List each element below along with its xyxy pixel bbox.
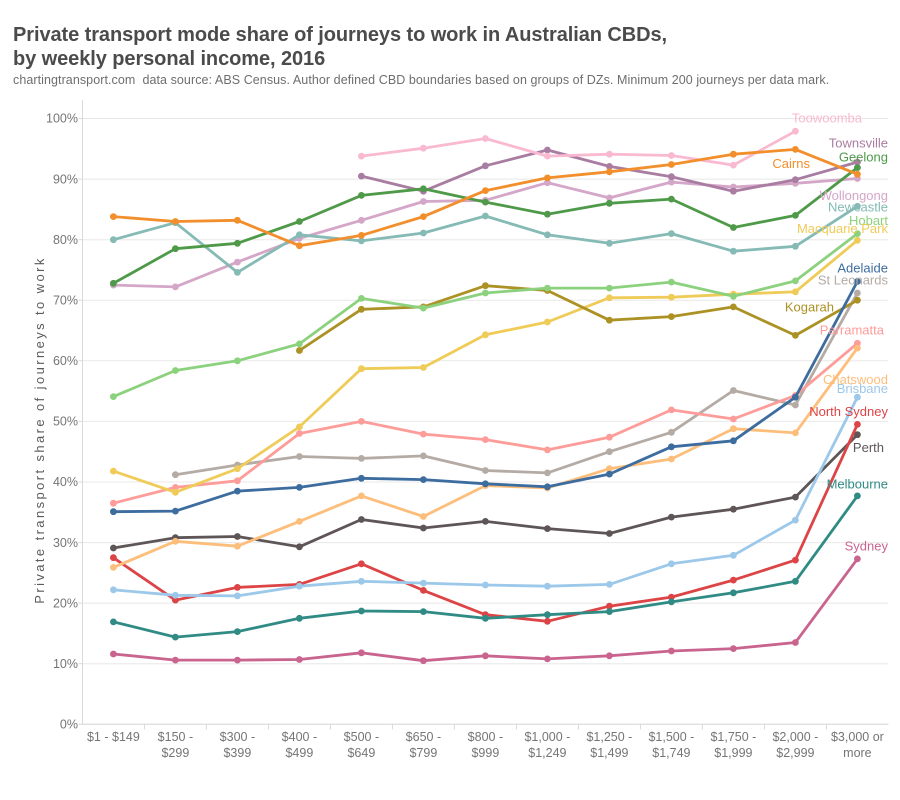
svg-text:90%: 90% [53,172,78,186]
svg-text:Geelong: Geelong [839,149,888,164]
svg-text:$150 -: $150 - [158,730,193,744]
svg-text:$2,999: $2,999 [776,746,814,760]
svg-text:Macquarie Park: Macquarie Park [797,221,889,236]
svg-text:Brisbane: Brisbane [837,381,888,396]
svg-text:Kogarah: Kogarah [785,299,834,314]
svg-text:$3,000 or: $3,000 or [831,730,884,744]
svg-text:$999: $999 [471,746,499,760]
svg-text:more: more [843,746,872,760]
svg-text:10%: 10% [53,657,78,671]
svg-text:Wollongong: Wollongong [820,188,888,203]
svg-text:$649: $649 [347,746,375,760]
svg-text:0%: 0% [60,718,78,732]
svg-text:$300 -: $300 - [220,730,255,744]
svg-text:Parramatta: Parramatta [820,323,885,338]
svg-text:$1,750 -: $1,750 - [710,730,756,744]
svg-text:Hobart: Hobart [849,213,888,228]
svg-text:50%: 50% [53,415,78,429]
svg-text:$800 -: $800 - [468,730,503,744]
svg-text:30%: 30% [53,536,78,550]
svg-text:Cairns: Cairns [772,156,810,171]
svg-text:North Sydney: North Sydney [809,404,888,419]
svg-text:$1,749: $1,749 [652,746,690,760]
svg-text:$399: $399 [223,746,251,760]
svg-text:$400 -: $400 - [282,730,317,744]
svg-text:Sydney: Sydney [845,538,889,553]
svg-text:$299: $299 [161,746,189,760]
svg-text:$799: $799 [409,746,437,760]
svg-text:Townsville: Townsville [829,135,888,150]
svg-text:20%: 20% [53,596,78,610]
svg-text:$1,500 -: $1,500 - [648,730,694,744]
svg-text:60%: 60% [53,354,78,368]
svg-text:$499: $499 [285,746,313,760]
svg-text:Private transport share of jou: Private transport share of journeys to w… [32,256,47,603]
svg-text:St Leonards: St Leonards [818,272,889,287]
svg-text:Chatswood: Chatswood [823,372,888,387]
svg-text:Perth: Perth [853,440,884,455]
svg-text:Adelaide: Adelaide [837,260,888,275]
svg-text:40%: 40% [53,475,78,489]
svg-text:$1,000 -: $1,000 - [524,730,570,744]
svg-text:100%: 100% [46,112,78,126]
svg-text:$2,000 -: $2,000 - [772,730,818,744]
svg-text:Newcastle: Newcastle [828,200,888,215]
svg-text:Melbourne: Melbourne [827,476,888,491]
svg-text:$650 -: $650 - [406,730,441,744]
svg-text:$1,999: $1,999 [714,746,752,760]
svg-text:$1 - $149: $1 - $149 [87,730,140,744]
svg-text:Toowoomba: Toowoomba [792,111,863,126]
svg-text:$500 -: $500 - [344,730,379,744]
svg-text:70%: 70% [53,293,78,307]
svg-text:$1,499: $1,499 [590,746,628,760]
svg-text:$1,249: $1,249 [528,746,566,760]
svg-text:$1,250 -: $1,250 - [586,730,632,744]
svg-text:80%: 80% [53,233,78,247]
